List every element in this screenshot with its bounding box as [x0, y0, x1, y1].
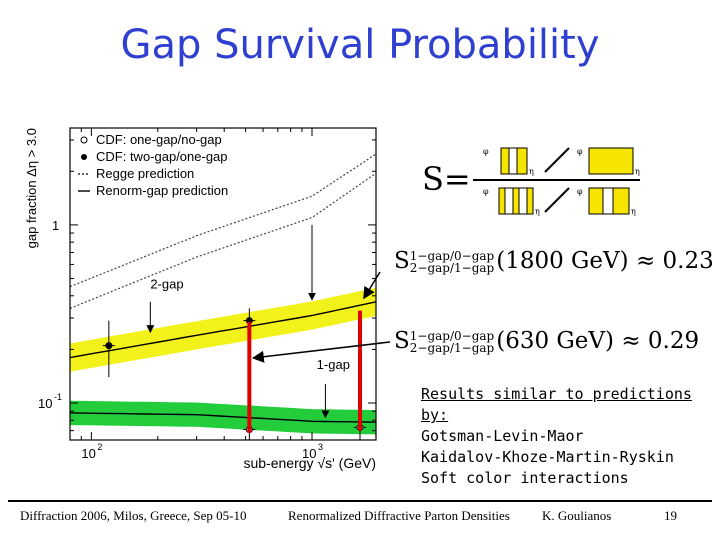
- slide-title: Gap Survival Probability: [120, 22, 600, 68]
- result-approx: ≈: [621, 328, 641, 354]
- prediction-item: Soft color interactions: [421, 469, 629, 487]
- result-1800: S1−gap/0−gap 2−gap/1−gap(1800 GeV) ≈ 0.23: [394, 248, 714, 275]
- eta-label: η: [635, 167, 640, 176]
- gap-diagram-ratio: φ η φ η φ η φ η: [473, 147, 640, 216]
- eta-label: η: [535, 207, 540, 216]
- legend-label: CDF: two-gap/one-gap: [96, 149, 228, 164]
- x-tick-label: 10: [81, 446, 95, 461]
- result-energy: (1800 GeV): [496, 248, 629, 274]
- eta-label: η: [529, 167, 534, 176]
- band-green: [70, 400, 376, 435]
- legend-marker: [80, 136, 88, 144]
- result-sub: 2−gap/1−gap: [409, 261, 495, 275]
- x-axis-label: sub-energy √s' (GeV): [243, 455, 376, 471]
- y-tick-label: 10: [38, 396, 52, 411]
- phi-label: φ: [483, 187, 489, 196]
- pointer-arrow: [363, 271, 381, 300]
- x-tick-exponent: 2: [97, 442, 102, 452]
- footer-conference: Diffraction 2006, Milos, Greece, Sep 05-…: [20, 508, 247, 523]
- result-approx: ≈: [635, 248, 656, 274]
- regge-prediction-curve: [70, 172, 376, 309]
- divide-slash: [544, 187, 570, 213]
- x-tick-exponent: 3: [318, 442, 323, 452]
- diagram-one-gap-denominator: φ η: [577, 187, 636, 216]
- phi-label: φ: [483, 147, 489, 156]
- x-tick-label: 10: [302, 446, 316, 461]
- diagram-no-gap: φ η: [577, 147, 640, 176]
- prediction-item: Kaidalov-Khoze-Martin-Ryskin: [421, 448, 674, 466]
- result-super: 1−gap/0−gap: [409, 329, 495, 343]
- footer-author: K. Goulianos: [542, 508, 612, 523]
- legend-marker: [81, 154, 87, 160]
- data-point: [105, 342, 113, 350]
- predictions-heading: Results similar to predictions by:: [421, 385, 692, 424]
- y-tick-exponent: -1: [54, 392, 62, 402]
- plot-frame: [69, 127, 377, 441]
- footer-talk-title: Renormalized Diffractive Parton Densitie…: [288, 508, 510, 523]
- result-value: 0.23: [662, 248, 714, 274]
- result-sub: 2−gap/1−gap: [409, 341, 495, 355]
- phi-label: φ: [577, 147, 583, 156]
- formula-equals: =: [443, 160, 471, 198]
- formula-s: S=: [422, 160, 471, 198]
- eta-label: η: [631, 207, 636, 216]
- formula-lhs: S: [422, 160, 444, 198]
- footer-page-number: 19: [664, 508, 677, 523]
- renorm-gap-curve: [70, 412, 376, 423]
- annotation-label: 2-gap: [150, 276, 183, 291]
- result-630: S1−gap/0−gap 2−gap/1−gap(630 GeV) ≈ 0.29: [394, 328, 700, 355]
- phi-label: φ: [577, 187, 583, 196]
- renorm-gap-curve: [70, 301, 376, 359]
- pointer-arrow: [251, 341, 391, 363]
- legend-label: Regge prediction: [96, 166, 194, 181]
- divide-slash: [544, 147, 570, 173]
- predictions-text: Results similar to predictions by: Gotsm…: [421, 384, 720, 489]
- diagram-one-gap: φ η: [483, 147, 534, 176]
- diagram-two-gap: φ η: [483, 187, 540, 216]
- result-energy: (630 GeV): [496, 328, 614, 354]
- footer-rule: [8, 500, 712, 502]
- result-value: 0.29: [647, 328, 700, 354]
- band-yellow: [70, 287, 376, 372]
- y-tick-label: 1: [52, 218, 59, 233]
- regge-prediction-curve: [70, 153, 376, 288]
- y-axis-label: gap fraction Δη > 3.0: [24, 128, 39, 248]
- legend-label: Renorm-gap prediction: [96, 183, 228, 198]
- legend-label: CDF: one-gap/no-gap: [96, 132, 222, 147]
- prediction-item: Gotsman-Levin-Maor: [421, 427, 584, 445]
- annotation-label: 1-gap: [317, 357, 350, 372]
- result-super: 1−gap/0−gap: [409, 249, 495, 263]
